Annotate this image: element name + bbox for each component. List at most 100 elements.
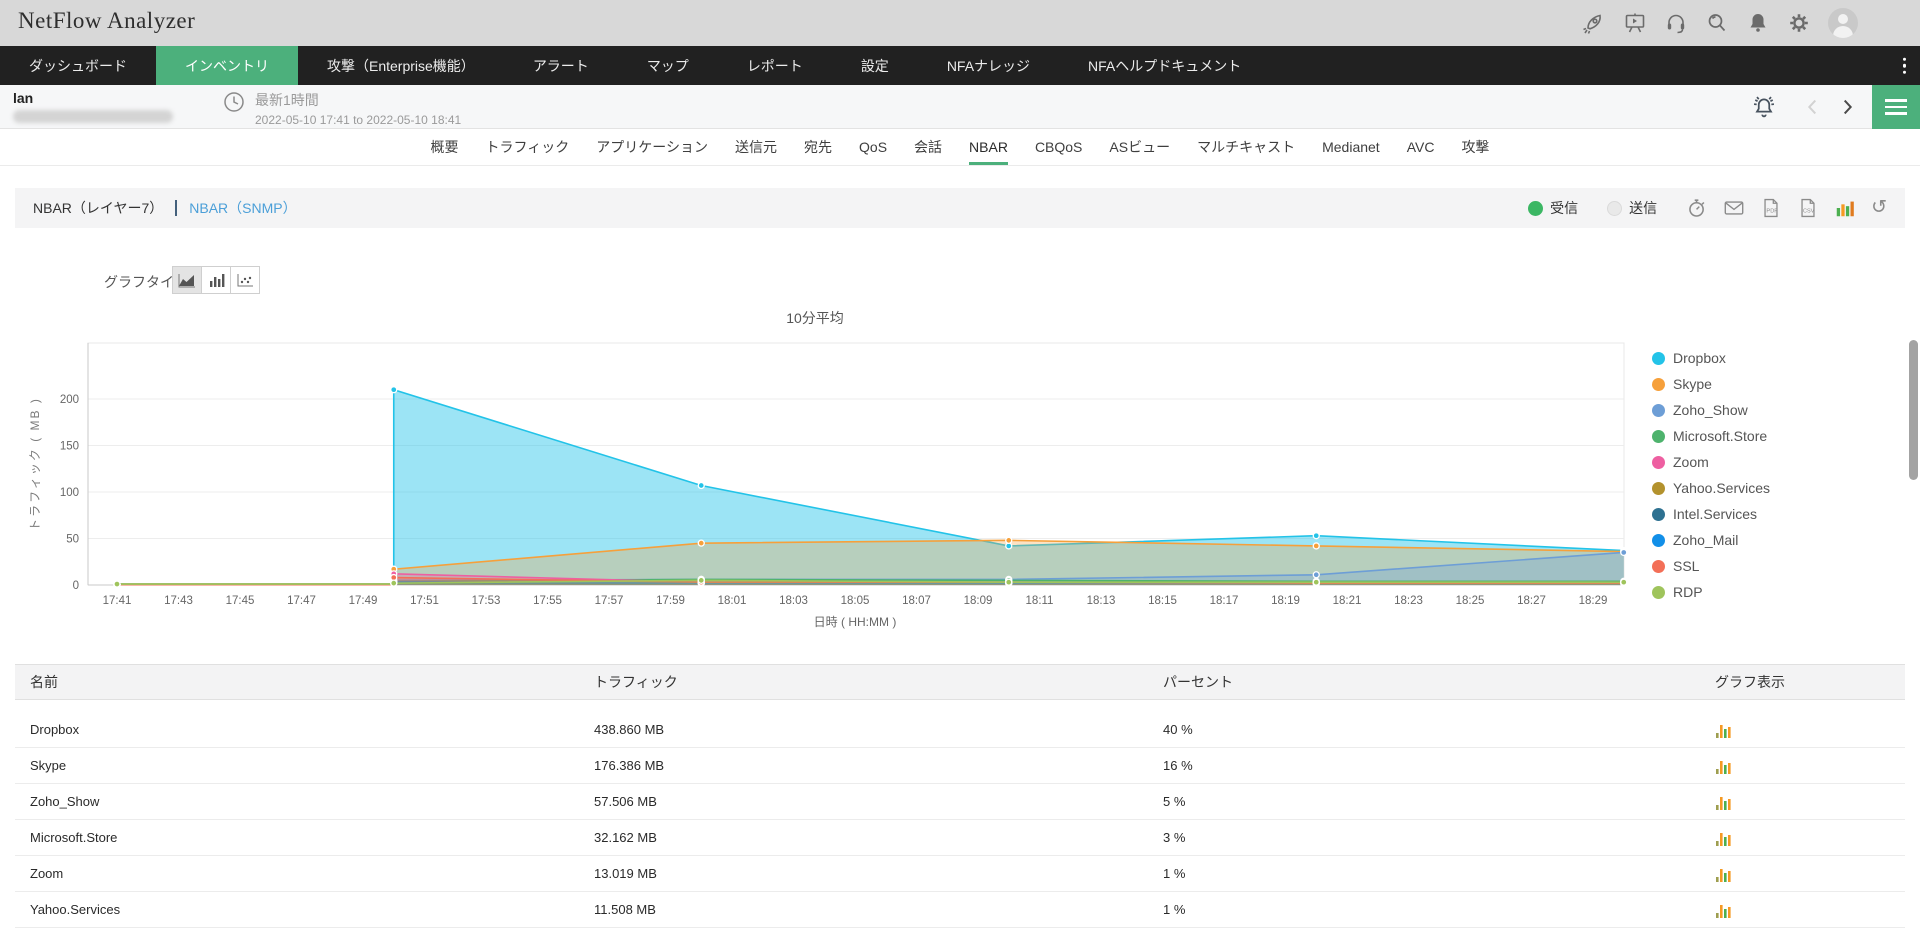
legend-item-Intel.Services[interactable]: Intel.Services [1652, 501, 1770, 527]
legend-label: Zoom [1673, 454, 1709, 470]
chart-legend: Dropbox Skype Zoho_Show Microsoft.Store Zoom… [1652, 345, 1770, 605]
table-row-Zoom[interactable]: Zoom 13.019 MB 1 % [15, 856, 1905, 892]
svg-text:18:09: 18:09 [964, 595, 993, 607]
col-header-name[interactable]: 名前 [30, 674, 58, 690]
alarm-bell-icon[interactable] [1750, 93, 1778, 121]
headset-icon[interactable] [1664, 11, 1688, 35]
graph-type-scatter-button[interactable] [230, 266, 260, 294]
table-row-Dropbox[interactable]: Dropbox 438.860 MB 40 % [15, 712, 1905, 748]
rocket-icon[interactable] [1582, 11, 1606, 35]
nav-item-設定[interactable]: 設定 [860, 57, 889, 74]
legend-item-Yahoo.Services[interactable]: Yahoo.Services [1652, 475, 1770, 501]
nav-item-攻撃（Enterprise機能）[interactable]: 攻撃（Enterprise機能） [327, 57, 475, 74]
svg-text:200: 200 [60, 394, 79, 406]
view-tab-アプリケーション[interactable]: アプリケーション [596, 139, 709, 155]
direction-radio-receive[interactable]: 受信 [1528, 198, 1588, 218]
view-tab-送信元[interactable]: 送信元 [735, 139, 778, 155]
view-tab-NBAR[interactable]: NBAR [969, 129, 1008, 165]
svg-text:17:45: 17:45 [226, 595, 255, 607]
csv-export-icon[interactable]: CSV [1797, 197, 1819, 219]
col-header-traffic[interactable]: トラフィック [594, 674, 678, 690]
legend-item-Zoho_Mail[interactable]: Zoho_Mail [1652, 527, 1770, 553]
view-tab-概要[interactable]: 概要 [430, 139, 459, 155]
legend-color-dot [1652, 585, 1665, 599]
traffic-area-chart[interactable]: 0 50 100 150 200 17:41 17:43 17:45 17:47 17:49 17:… [25, 330, 1635, 630]
view-tab-宛先[interactable]: 宛先 [804, 139, 833, 155]
settings-gear-icon[interactable] [1787, 11, 1811, 35]
legend-item-Zoho_Show[interactable]: Zoho_Show [1652, 397, 1770, 423]
direction-radio-send[interactable]: 送信 [1607, 198, 1667, 218]
time-period[interactable]: 最新1時間 2022-05-10 17:41 to 2022-05-10 18:… [222, 90, 461, 127]
section-link-nbar-snmp[interactable]: NBAR（SNMP） [189, 200, 297, 216]
row-graph-icon[interactable] [1715, 830, 1733, 846]
nav-item-インベントリ[interactable]: インベントリ [156, 46, 298, 85]
presentation-icon[interactable] [1623, 11, 1647, 35]
legend-color-dot [1652, 429, 1665, 443]
table-row-Zoho_Show[interactable]: Zoho_Show 57.506 MB 5 % [15, 784, 1905, 820]
graph-type-area-button[interactable] [172, 266, 202, 294]
legend-color-dot [1652, 559, 1665, 573]
nav-item-レポート[interactable]: レポート [746, 57, 803, 74]
view-tab-Medianet[interactable]: Medianet [1322, 139, 1380, 155]
svg-text:CSV: CSV [1803, 209, 1815, 215]
view-tab-マルチキャスト[interactable]: マルチキャスト [1197, 139, 1296, 155]
legend-item-Skype[interactable]: Skype [1652, 371, 1770, 397]
device-details-redacted [13, 110, 173, 123]
bar-chart-icon[interactable] [1834, 197, 1856, 219]
legend-item-Dropbox[interactable]: Dropbox [1652, 345, 1770, 371]
area-chart-icon [178, 273, 195, 287]
legend-item-RDP[interactable]: RDP [1652, 579, 1770, 605]
clock-icon [224, 92, 244, 112]
table-header-row: 名前 トラフィック パーセント グラフ表示 [15, 664, 1905, 700]
legend-color-dot [1652, 351, 1665, 365]
table-row-Yahoo.Services[interactable]: Yahoo.Services 11.508 MB 1 % [15, 892, 1905, 928]
nav-overflow-menu-icon[interactable] [1902, 57, 1906, 74]
refresh-icon[interactable]: ↺ [1871, 197, 1887, 218]
graph-type-bar-button[interactable] [201, 266, 231, 294]
row-graph-icon[interactable] [1715, 722, 1733, 738]
row-graph-icon[interactable] [1715, 758, 1733, 774]
nav-item-アラート[interactable]: アラート [532, 57, 589, 74]
view-tab-攻撃[interactable]: 攻撃 [1461, 139, 1490, 155]
view-tab-トラフィック[interactable]: トラフィック [485, 139, 570, 155]
cell-name: Zoho_Show [30, 794, 100, 809]
view-tab-AVC[interactable]: AVC [1406, 139, 1435, 155]
schedule-timer-icon[interactable] [1686, 197, 1708, 219]
page-scrollbar-thumb[interactable] [1909, 340, 1918, 480]
legend-item-Microsoft.Store[interactable]: Microsoft.Store [1652, 423, 1770, 449]
notification-bell-icon[interactable] [1746, 11, 1770, 35]
svg-text:18:15: 18:15 [1148, 595, 1177, 607]
view-tab-会話[interactable]: 会話 [914, 139, 943, 155]
prev-chevron-icon[interactable] [1802, 96, 1824, 118]
cell-traffic: 32.162 MB [594, 830, 657, 845]
search-icon[interactable] [1705, 11, 1729, 35]
view-tab-ASビュー[interactable]: ASビュー [1109, 139, 1171, 155]
next-chevron-icon[interactable] [1836, 96, 1858, 118]
svg-text:18:19: 18:19 [1271, 595, 1300, 607]
table-row-Microsoft.Store[interactable]: Microsoft.Store 32.162 MB 3 % [15, 820, 1905, 856]
col-header-graph: グラフ表示 [1715, 674, 1785, 690]
svg-text:17:53: 17:53 [472, 595, 501, 607]
legend-color-dot [1652, 377, 1665, 391]
legend-item-SSL[interactable]: SSL [1652, 553, 1770, 579]
view-tab-QoS[interactable]: QoS [859, 139, 888, 155]
col-header-percent[interactable]: パーセント [1163, 674, 1233, 690]
cell-percent: 3 % [1163, 830, 1186, 845]
nav-item-ダッシュボード[interactable]: ダッシュボード [29, 57, 127, 74]
section-divider [175, 200, 178, 216]
nav-item-NFAナレッジ[interactable]: NFAナレッジ [946, 57, 1031, 74]
nav-item-マップ[interactable]: マップ [646, 57, 689, 74]
table-row-Skype[interactable]: Skype 176.386 MB 16 % [15, 748, 1905, 784]
row-graph-icon[interactable] [1715, 794, 1733, 810]
view-tab-CBQoS[interactable]: CBQoS [1034, 139, 1083, 155]
nav-item-NFAヘルプドキュメント[interactable]: NFAヘルプドキュメント [1088, 57, 1242, 74]
pdf-export-icon[interactable]: PDF [1760, 197, 1782, 219]
row-graph-icon[interactable] [1715, 866, 1733, 882]
hamburger-menu-button[interactable] [1872, 85, 1920, 129]
svg-text:18:11: 18:11 [1026, 595, 1054, 607]
legend-item-Zoom[interactable]: Zoom [1652, 449, 1770, 475]
row-graph-icon[interactable] [1715, 902, 1733, 918]
email-icon[interactable] [1723, 197, 1745, 219]
user-avatar[interactable] [1828, 8, 1858, 38]
